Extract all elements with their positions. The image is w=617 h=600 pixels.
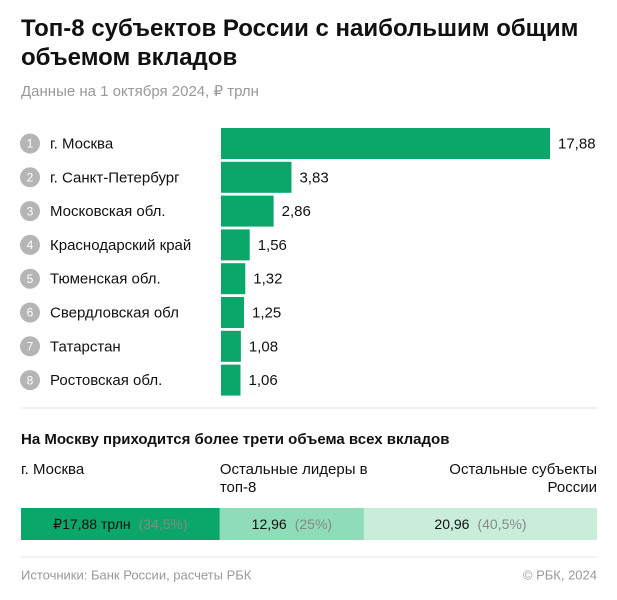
value-label: 17,88 <box>558 135 596 152</box>
rank-label: 7 <box>27 339 34 353</box>
value-label: 12,96 <box>252 516 287 532</box>
category-label: г. Санкт-Петербург <box>50 169 180 186</box>
rank-label: 1 <box>27 137 34 151</box>
bar <box>221 161 292 193</box>
segment-label: 12,96 (25%) <box>252 516 332 532</box>
bar <box>221 297 245 328</box>
value-label: 1,25 <box>252 304 281 321</box>
rank-badge <box>20 336 40 357</box>
value-label: 1,32 <box>253 271 282 288</box>
rank-label: 5 <box>27 272 34 286</box>
legend-label: г. Москва <box>21 461 85 478</box>
share-segment <box>21 508 220 540</box>
share-segment <box>219 508 364 540</box>
rank-badge <box>20 133 40 154</box>
rank-badge <box>20 302 40 323</box>
bar <box>221 364 241 396</box>
section-title: На Москву приходится более трети объема … <box>21 431 449 448</box>
value-label: 2,86 <box>282 203 311 220</box>
rank-label: 4 <box>27 238 34 252</box>
chart-title: Топ-8 субъектов России с наибольшим общи… <box>21 15 579 71</box>
rank-badge <box>20 201 40 222</box>
value-label: 1,06 <box>249 372 278 389</box>
share-label: (40,5%) <box>477 516 526 532</box>
category-label: г. Москва <box>50 135 114 152</box>
copyright: © РБК, 2024 <box>523 567 597 582</box>
value-label: ₽17,88 трлн <box>53 516 130 532</box>
rank-label: 6 <box>27 306 34 320</box>
source: Источники: Банк России, расчеты РБК <box>21 567 252 582</box>
category-label: Московская обл. <box>50 203 166 220</box>
rank-badge <box>20 268 40 289</box>
value-label: 3,83 <box>299 169 328 186</box>
legend-label: Остальные лидеры в топ-8 <box>219 461 368 496</box>
bar <box>221 128 550 159</box>
bar <box>221 195 274 227</box>
bar <box>221 229 250 261</box>
bar <box>221 263 246 295</box>
rank-label: 3 <box>27 204 34 218</box>
value-label: 1,08 <box>249 338 278 355</box>
category-label: Краснодарский край <box>50 237 191 254</box>
legend-label: Остальные субъекты России <box>449 461 597 496</box>
segment-label: ₽17,88 трлн (34,5%) <box>53 516 187 532</box>
share-segment <box>363 508 597 540</box>
share-label: (34,5%) <box>139 516 188 532</box>
subtitle: Данные на 1 октября 2024, ₽ трлн <box>21 83 259 100</box>
rank-label: 8 <box>27 373 34 387</box>
rank-badge <box>20 167 40 188</box>
category-label: Татарстан <box>50 338 121 355</box>
value-label: 20,96 <box>434 516 469 532</box>
category-label: Тюменская обл. <box>50 271 161 288</box>
segment-label: 20,96 (40,5%) <box>434 516 526 532</box>
category-label: Свердловская обл <box>50 304 179 321</box>
value-label: 1,56 <box>258 237 287 254</box>
rank-label: 2 <box>27 170 34 184</box>
share-label: (25%) <box>295 516 332 532</box>
rank-badge <box>20 234 40 255</box>
rank-badge <box>20 370 40 391</box>
category-label: Ростовская обл. <box>50 372 162 389</box>
bar <box>221 330 241 362</box>
